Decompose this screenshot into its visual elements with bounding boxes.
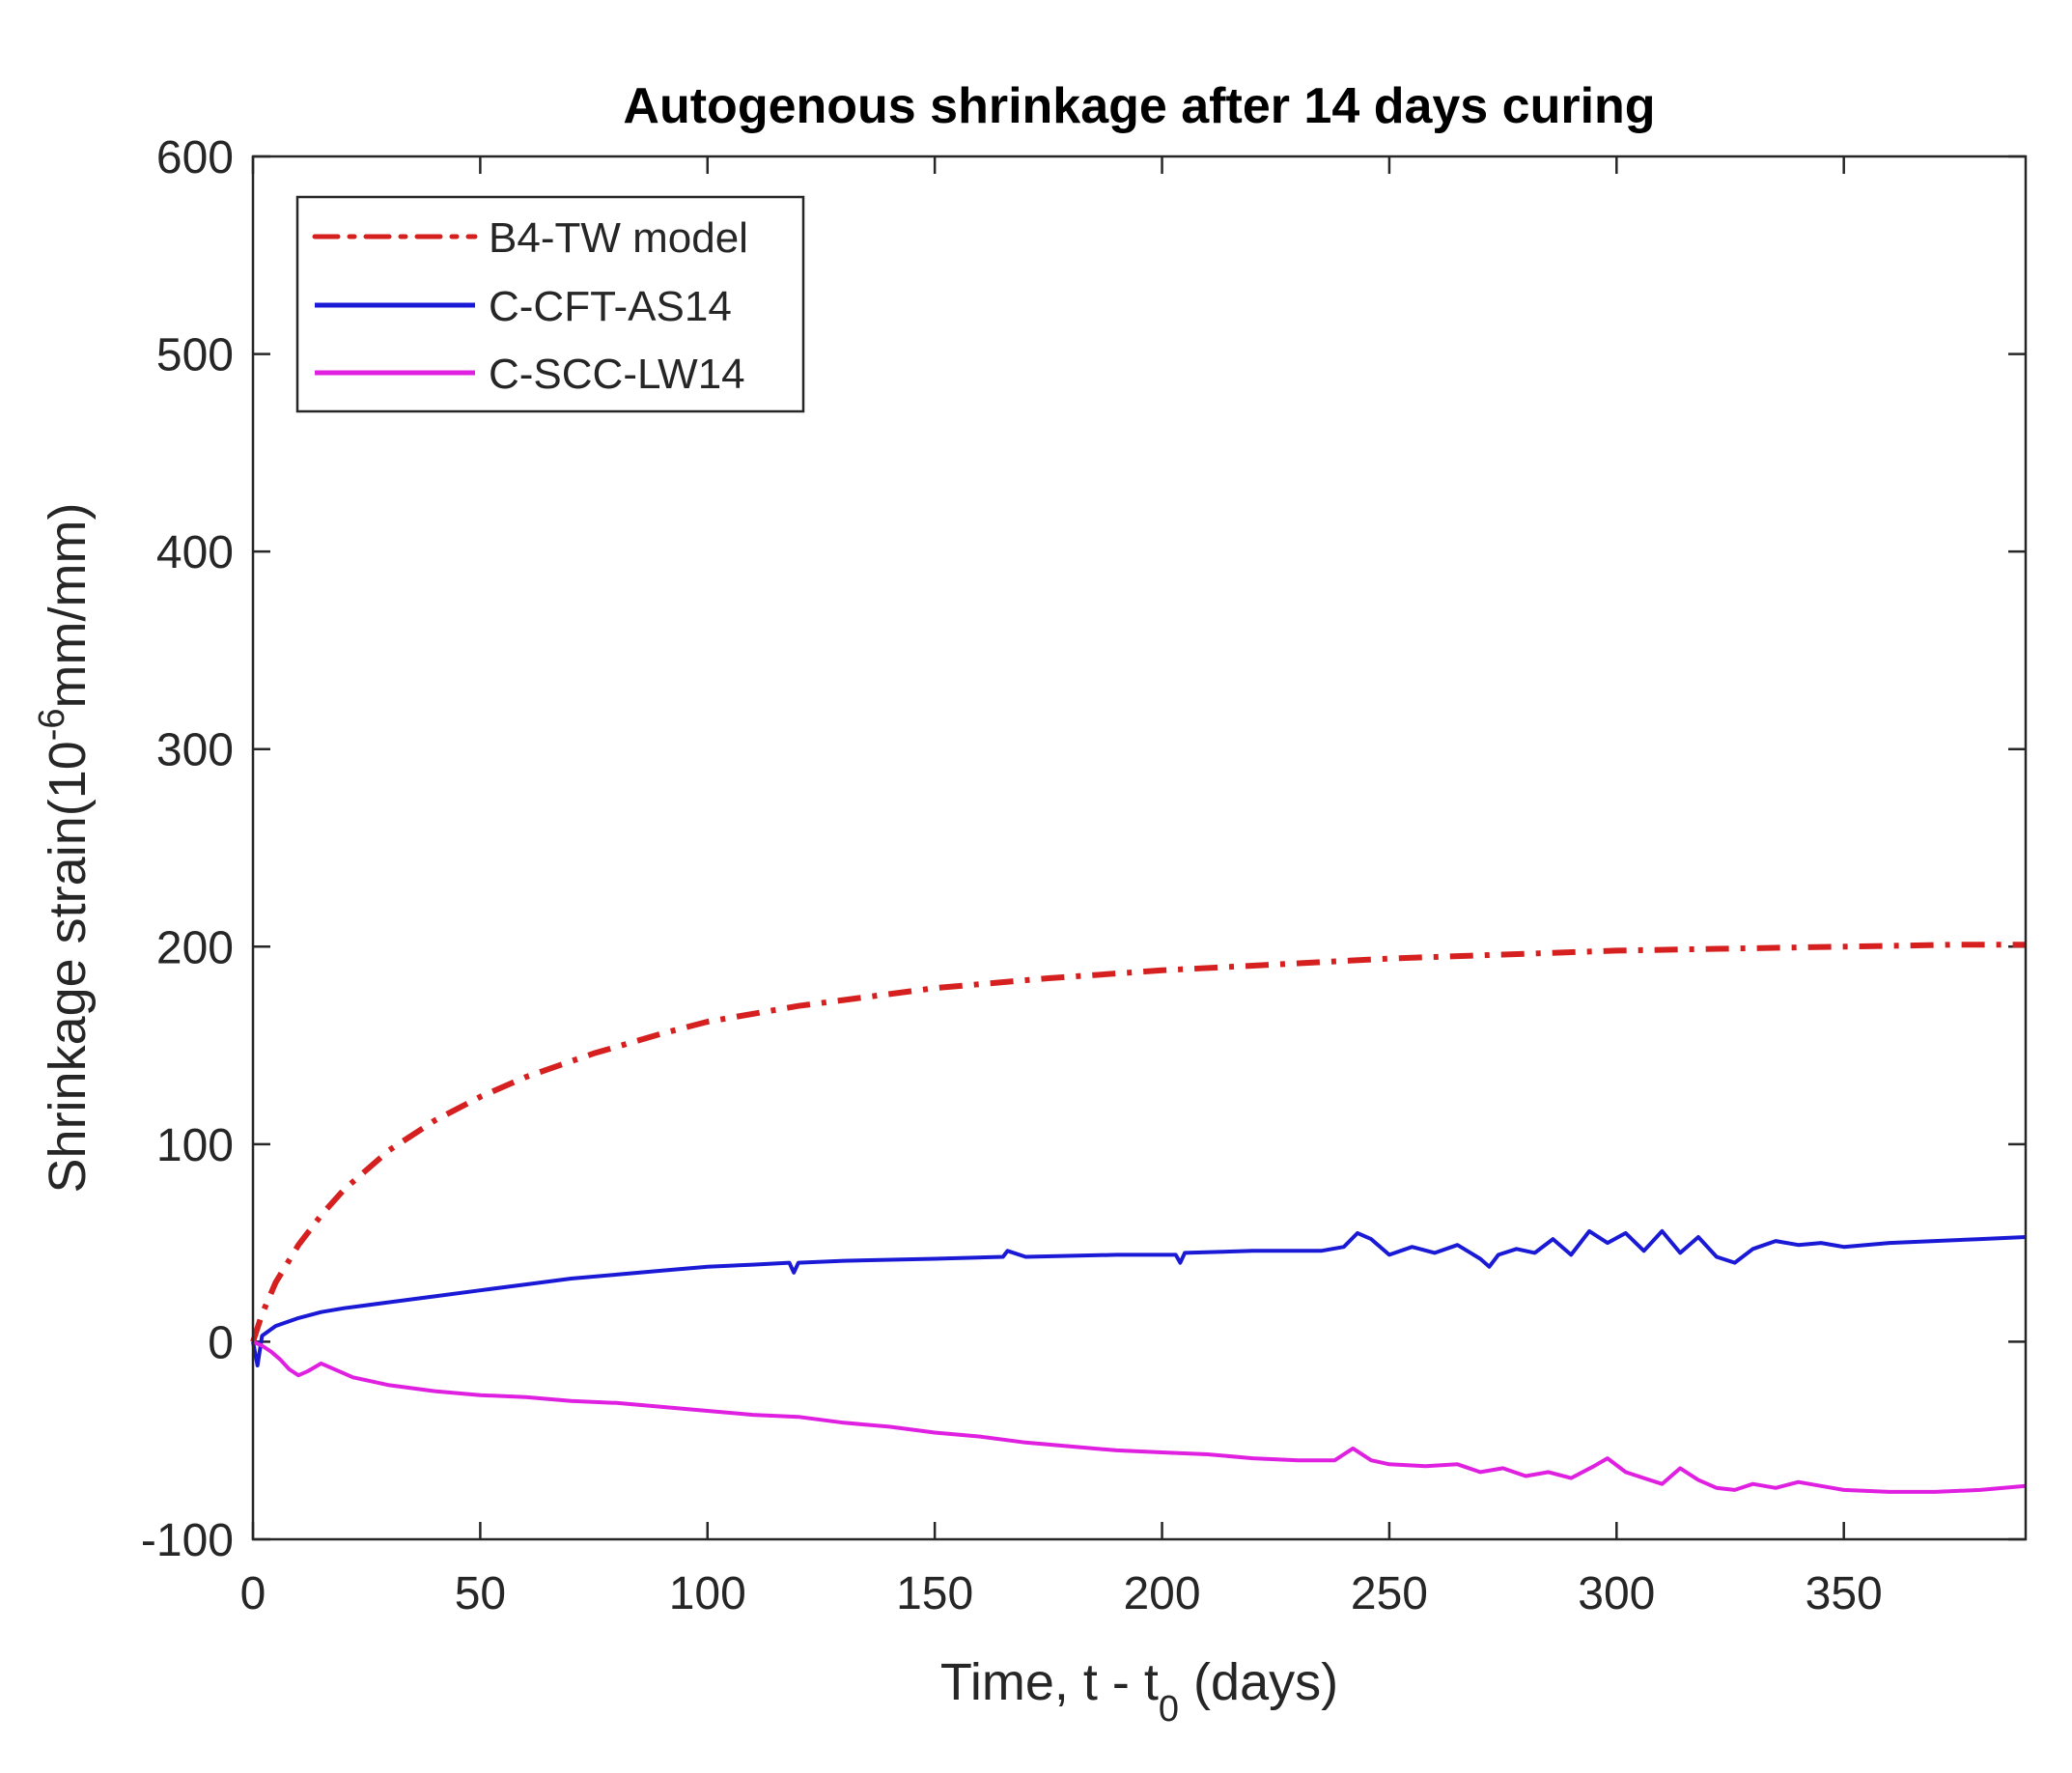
y-tick-label: -100 [141,1515,234,1566]
y-tick-label: 200 [156,922,234,973]
legend-label-b4-tw-model: B4-TW model [489,214,748,262]
x-tick-label: 100 [669,1568,746,1619]
x-tick-label: 300 [1578,1568,1655,1619]
y-tick-label: 500 [156,330,234,381]
x-axis-label: Time, t - t0 (days) [940,1653,1338,1730]
x-tick-label: 200 [1123,1568,1200,1619]
chart-title: Autogenous shrinkage after 14 days curin… [623,78,1655,134]
ticks-layer: 0 50 100 150 200 250 300 350-100010020030040050… [141,132,2026,1619]
y-axis-label-suffix: mm/mm) [39,503,97,709]
legend-label-c-scc-lw14: C-SCC-LW14 [489,351,745,398]
legend-label-c-cft-as14: C-CFT-AS14 [489,283,732,330]
y-tick-label: 0 [208,1317,234,1368]
y-axis-label: Shrinkage strain(10-6mm/mm) [32,503,97,1194]
y-tick-label: 400 [156,527,234,578]
x-tick-label: 0 [240,1568,266,1619]
x-axis-label-subscript: 0 [1159,1689,1179,1730]
y-axis-label-superscript: -6 [32,708,72,741]
x-tick-label: 250 [1351,1568,1428,1619]
x-tick-label: 350 [1806,1568,1883,1619]
y-tick-label: 300 [156,725,234,776]
y-axis-label-main: Shrinkage strain(10 [39,741,97,1193]
legend: B4-TW model C-CFT-AS14 C-SCC-LW14 [295,195,805,413]
y-tick-label: 600 [156,132,234,183]
series-layer [250,942,2027,1494]
x-axis-label-main: Time, t - t [940,1653,1159,1711]
x-tick-label: 50 [455,1568,506,1619]
plot-frame [251,155,2028,1541]
x-axis-label-suffix: (days) [1179,1653,1338,1711]
series-line-c-scc-lw14 [252,1339,2027,1494]
series-line-b4-tw-model [250,942,2026,1343]
series-line-c-cft-as14 [251,1228,2027,1367]
x-tick-label: 150 [896,1568,973,1619]
y-tick-label: 100 [156,1120,234,1171]
